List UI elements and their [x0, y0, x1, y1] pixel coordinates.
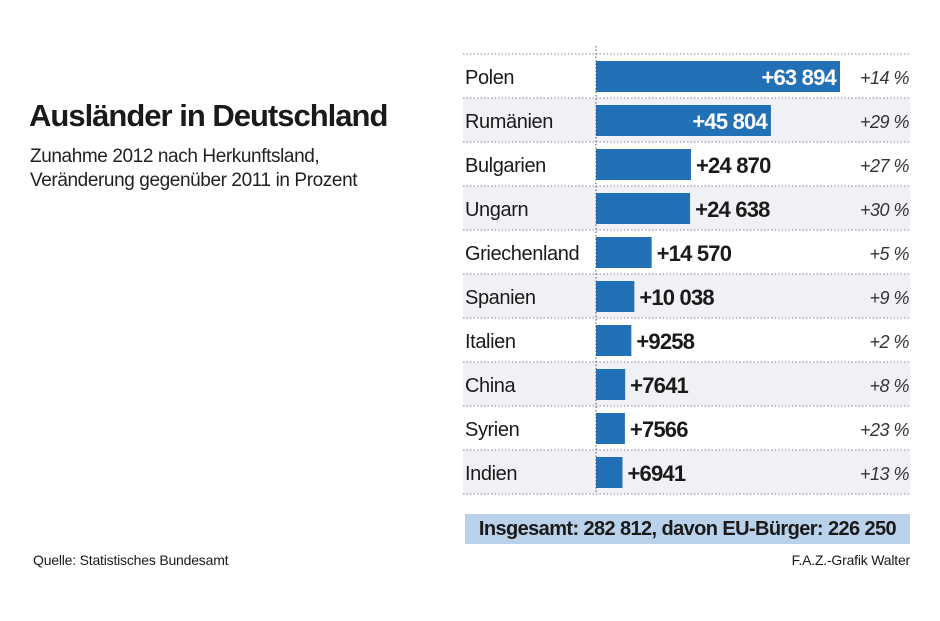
change-label: +9 %: [869, 288, 909, 308]
change-label: +23 %: [860, 420, 910, 440]
change-label: +2 %: [869, 332, 909, 352]
value-label: +10 038: [639, 285, 714, 310]
bar-syrien: [596, 413, 625, 444]
category-label: Syrien: [465, 419, 519, 441]
chart-subtitle-line-2: Veränderung gegenüber 2011 in Prozent: [30, 170, 358, 191]
bar-griechenland: [596, 237, 652, 268]
category-label: Ungarn: [465, 199, 528, 221]
value-label: +24 870: [696, 153, 771, 178]
category-label: Italien: [465, 331, 516, 353]
value-label: +7641: [630, 373, 688, 398]
source-note: Quelle: Statistisches Bundesamt: [33, 552, 229, 568]
value-label: +9258: [636, 329, 694, 354]
row-background: [463, 450, 910, 494]
total-summary: Insgesamt: 282 812, davon EU-Bürger: 226…: [465, 514, 910, 544]
category-label: Bulgarien: [465, 155, 546, 177]
change-label: +30 %: [860, 200, 910, 220]
bar-italien: [596, 325, 632, 356]
bar-spanien: [596, 281, 635, 312]
category-label: Indien: [465, 463, 517, 485]
value-label: +7566: [630, 417, 688, 442]
category-label: China: [465, 375, 517, 397]
bar-bulgarien: [596, 149, 691, 180]
value-label: +6941: [628, 461, 686, 486]
category-label: Spanien: [465, 287, 536, 309]
change-label: +27 %: [860, 156, 910, 176]
value-label: +63 894: [761, 65, 837, 90]
chart-subtitle-line-1: Zunahme 2012 nach Herkunftsland,: [30, 146, 320, 167]
value-label: +24 638: [695, 197, 770, 222]
change-label: +13 %: [860, 464, 910, 484]
change-label: +5 %: [869, 244, 909, 264]
bar-rumänien: [596, 105, 771, 136]
change-label: +8 %: [869, 376, 909, 396]
row-background: [463, 362, 910, 406]
category-label: Polen: [465, 67, 514, 89]
change-label: +29 %: [860, 112, 910, 132]
bar-polen: [596, 61, 840, 92]
row-background: [463, 274, 910, 318]
value-label: +45 804: [692, 109, 768, 134]
bar-indien: [596, 457, 623, 488]
value-label: +14 570: [657, 241, 732, 266]
category-label: Griechenland: [465, 243, 579, 265]
change-label: +14 %: [860, 68, 910, 88]
category-label: Rumänien: [465, 111, 553, 133]
credit-note: F.A.Z.-Grafik Walter: [791, 552, 911, 568]
bar-ungarn: [596, 193, 691, 224]
chart-title: Ausländer in Deutschland: [29, 98, 388, 133]
bar-china: [596, 369, 626, 400]
